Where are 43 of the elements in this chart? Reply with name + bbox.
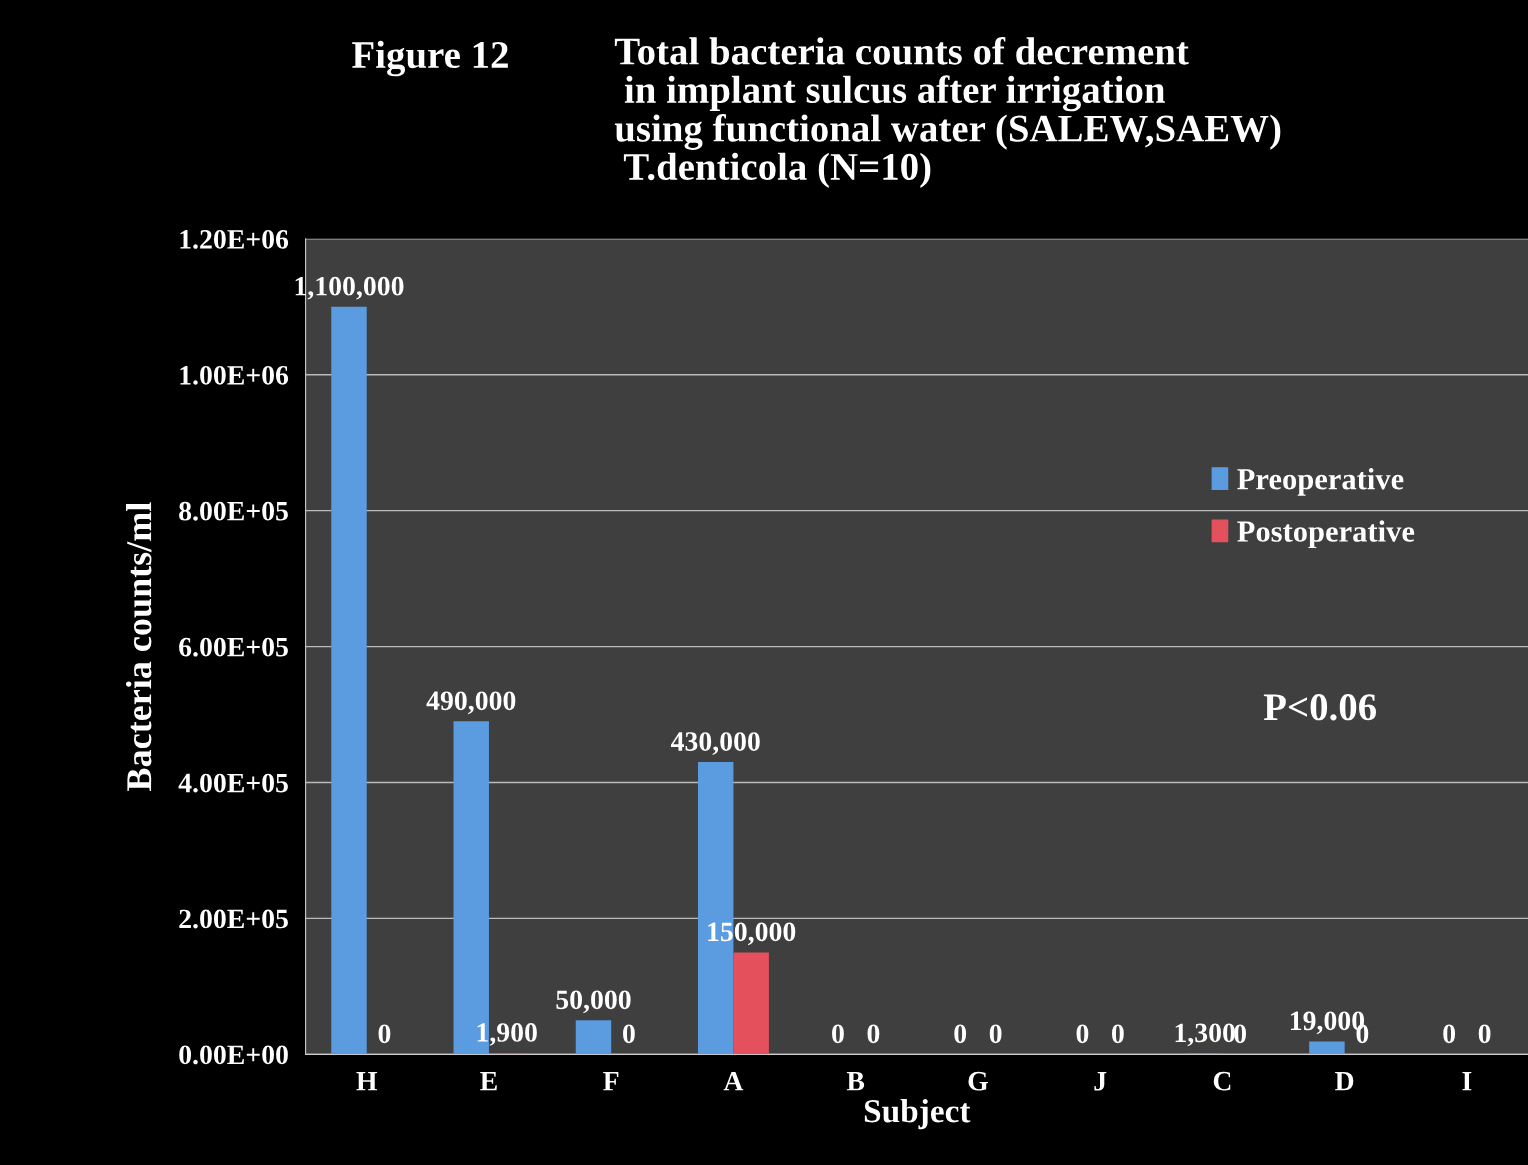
- data-label: 0: [1112, 1024, 1124, 1044]
- data-label: 490,000: [426, 691, 516, 715]
- legend-label: Preoperative: [1237, 468, 1404, 496]
- x-tick-label: B: [846, 1072, 865, 1091]
- legend-label: Postoperative: [1237, 520, 1415, 549]
- bar: [1309, 1041, 1345, 1055]
- x-tick-label: C: [1213, 1071, 1231, 1091]
- data-label: 0: [378, 1024, 391, 1044]
- bar: [331, 306, 367, 1055]
- data-label: 0: [1443, 1024, 1456, 1044]
- y-tick-label: 2.00E+05: [179, 909, 288, 929]
- data-label: 0: [1478, 1024, 1491, 1044]
- data-label: 430,000: [670, 732, 760, 755]
- data-label: 50,000: [556, 990, 631, 1014]
- annotation: P<0.06: [1263, 694, 1377, 721]
- y-tick-label: 1.20E+06: [180, 229, 289, 249]
- x-tick-label: D: [1335, 1072, 1354, 1091]
- bar: [733, 952, 769, 1055]
- y-tick-label: 0.00E+00: [179, 1045, 288, 1065]
- data-label: 0: [1076, 1024, 1089, 1044]
- data-label: 0: [989, 1024, 1002, 1044]
- x-tick-label: I: [1462, 1072, 1472, 1091]
- data-label: 0: [623, 1024, 635, 1044]
- bar: [575, 1020, 612, 1055]
- x-tick-label: E: [480, 1072, 497, 1091]
- x-tick-label: J: [1094, 1072, 1107, 1091]
- x-tick-label: A: [723, 1071, 744, 1091]
- y-tick-label: 8.00E+05: [179, 501, 288, 521]
- x-axis-title: Subject: [864, 1098, 971, 1130]
- data-label: 0: [832, 1024, 844, 1044]
- data-label: 0: [954, 1024, 967, 1044]
- chart-title: Figure 12: [352, 40, 508, 77]
- x-tick-label: F: [603, 1072, 619, 1091]
- x-tick-label: H: [356, 1072, 378, 1091]
- data-label: 0: [1234, 1024, 1247, 1044]
- data-label: 0: [867, 1024, 880, 1044]
- chart-subtitle: Total bacteria counts of decrement in implant sulcus after irrigation using functional water (SALEW,SAEW) T.denticola (N=10): [614, 36, 1281, 188]
- data-label: 1,300: [1175, 1023, 1235, 1047]
- y-tick-label: 6.00E+05: [179, 637, 288, 657]
- x-tick-label: G: [968, 1071, 988, 1091]
- y-tick-label: 1.00E+06: [180, 365, 289, 385]
- y-axis-title: Bacteria counts/ml: [125, 502, 152, 791]
- y-tick-label: 4.00E+05: [178, 773, 288, 793]
